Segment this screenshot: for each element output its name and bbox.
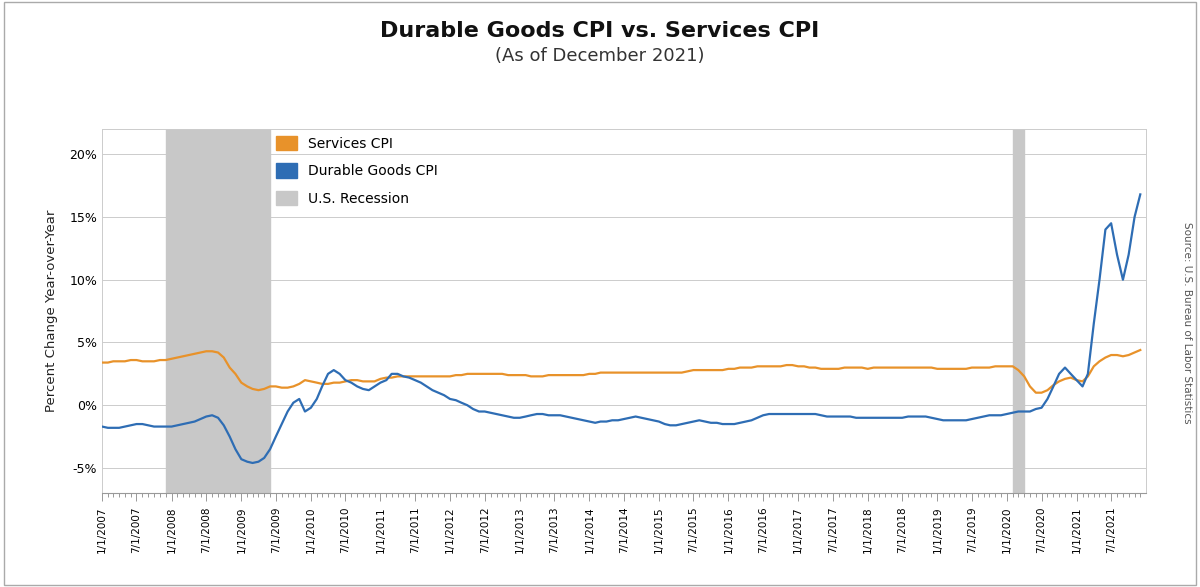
Text: Source: U.S. Bureau of Labor Statistics: Source: U.S. Bureau of Labor Statistics (1182, 222, 1192, 424)
Text: (As of December 2021): (As of December 2021) (496, 47, 704, 65)
Text: Durable Goods CPI vs. Services CPI: Durable Goods CPI vs. Services CPI (380, 21, 820, 41)
Bar (166, 129, 270, 493)
Legend: Services CPI, Durable Goods CPI, U.S. Recession: Services CPI, Durable Goods CPI, U.S. Re… (276, 136, 438, 205)
Y-axis label: Percent Change Year-over-Year: Percent Change Year-over-Year (46, 210, 58, 412)
Bar (1013, 129, 1025, 493)
